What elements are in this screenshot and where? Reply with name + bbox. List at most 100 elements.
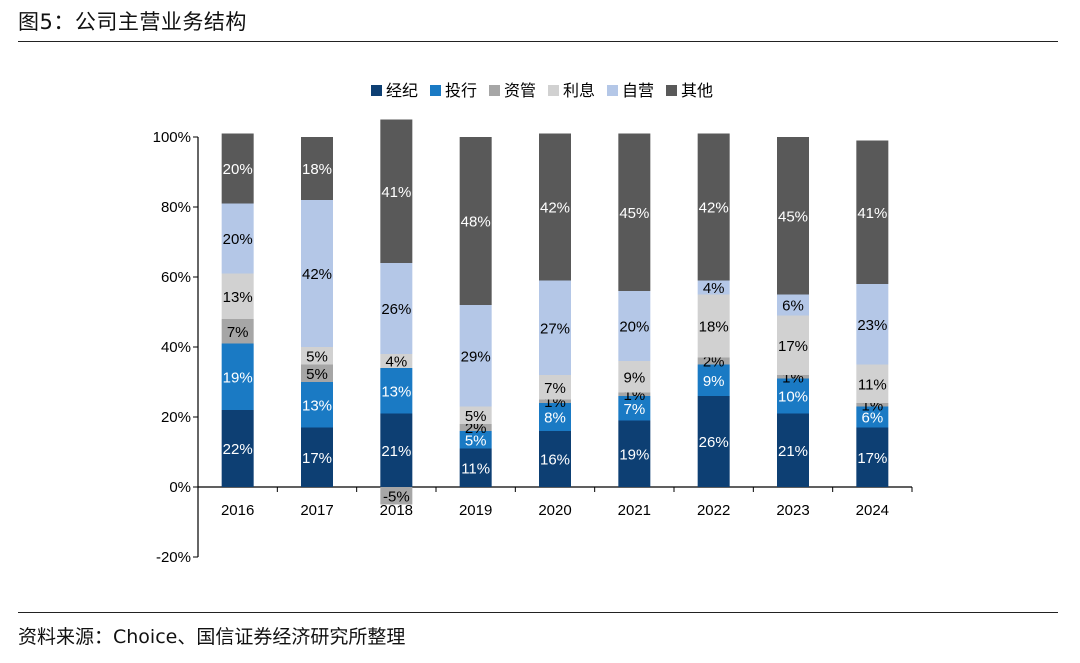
bar-segment [380, 487, 413, 505]
data-label: -5% [383, 488, 410, 505]
bar-segment [301, 364, 333, 382]
data-label: 9% [623, 369, 645, 386]
bar-segment [618, 392, 651, 396]
bar-segment [856, 364, 889, 403]
legend-label: 自营 [622, 82, 654, 100]
data-label: 48% [461, 214, 491, 231]
bar-segment [459, 431, 492, 449]
data-label: 42% [699, 200, 729, 217]
x-tick-label: 2021 [618, 502, 651, 519]
y-tick-label: -20% [156, 549, 191, 566]
bar-segment [380, 354, 413, 368]
data-label: 9% [703, 373, 725, 390]
bar-segment [618, 420, 651, 487]
bar-segment [856, 427, 889, 487]
bar-segment [697, 294, 730, 358]
y-tick-label: 100% [153, 129, 191, 146]
bar-segment [856, 140, 889, 284]
data-label: 7% [227, 324, 249, 341]
legend-label: 利息 [563, 82, 595, 100]
data-label: 7% [623, 401, 645, 418]
data-label: 42% [302, 266, 332, 283]
data-label: 27% [540, 320, 570, 337]
data-label: 18% [699, 319, 729, 336]
data-label: 5% [465, 408, 487, 425]
top-rule [18, 41, 1058, 42]
legend-swatch [489, 85, 500, 96]
y-tick-label: 60% [161, 269, 191, 286]
legend-label: 其他 [681, 82, 713, 100]
data-label: 17% [778, 338, 808, 355]
bar-segment [618, 133, 651, 291]
data-label: 11% [461, 460, 490, 477]
data-label: 16% [540, 452, 570, 469]
bar-segment [221, 343, 254, 410]
data-label: 23% [857, 317, 887, 334]
y-tick-label: 40% [161, 339, 191, 356]
bar-segment [380, 263, 413, 354]
bar-segment [459, 424, 492, 431]
x-tick-label: 2020 [538, 502, 571, 519]
data-label: 7% [544, 380, 566, 397]
data-label: 13% [302, 397, 332, 414]
bar-segment [777, 413, 809, 487]
data-label: 26% [699, 434, 729, 451]
bar-segment [539, 403, 571, 431]
data-label: 6% [782, 298, 804, 315]
x-tick-label: 2018 [380, 502, 413, 519]
bar-segment [777, 375, 809, 379]
bar-segment [221, 319, 254, 344]
data-label: 21% [381, 443, 411, 460]
bar-segment [539, 280, 571, 375]
bar-segment [618, 361, 651, 393]
data-label: 5% [465, 432, 487, 449]
data-label: 17% [857, 450, 887, 467]
y-tick-label: 0% [169, 479, 191, 496]
data-label: 41% [381, 184, 411, 201]
data-label: 13% [223, 289, 253, 306]
data-label: 22% [223, 441, 253, 458]
y-tick-label: 80% [161, 199, 191, 216]
figure-title: 图5：公司主营业务结构 [18, 10, 247, 34]
data-label: 2% [703, 354, 725, 371]
legend-swatch [666, 85, 677, 96]
bar-segment [221, 203, 254, 274]
data-label: 17% [302, 450, 332, 467]
data-label: 20% [619, 319, 649, 336]
x-tick-label: 2022 [697, 502, 730, 519]
bar-segment [221, 410, 254, 487]
bar-segment [539, 431, 571, 487]
data-label: 13% [381, 383, 411, 400]
bar-segment [301, 427, 333, 487]
bar-segment [539, 133, 571, 281]
bar-segment [459, 448, 492, 487]
data-label: 11% [858, 376, 887, 393]
bar-segment [301, 200, 333, 347]
data-label: 45% [778, 208, 808, 225]
data-label: 4% [385, 354, 407, 371]
x-tick-label: 2019 [459, 502, 492, 519]
x-tick-label: 2024 [856, 502, 889, 519]
bar-segment [697, 396, 730, 487]
legend-swatch [607, 85, 618, 96]
bar-segment [697, 133, 730, 281]
x-tick-label: 2023 [776, 502, 809, 519]
legend-label: 经纪 [386, 82, 418, 100]
bar-segment [221, 273, 254, 319]
source-note: 资料来源：Choice、国信证券经济研究所整理 [18, 626, 406, 648]
data-label: 4% [703, 280, 725, 297]
bar-segment [856, 406, 889, 428]
bar-segment [539, 399, 571, 403]
data-label: 18% [302, 161, 332, 178]
bar-segment [459, 137, 492, 305]
y-tick-label: 20% [161, 409, 191, 426]
bar-segment [697, 280, 730, 295]
data-label: 45% [619, 205, 649, 222]
data-label: 2% [465, 420, 487, 437]
bar-segment [777, 378, 809, 414]
bar-segment [777, 137, 809, 295]
data-label: 8% [544, 410, 566, 427]
bar-segment [777, 294, 809, 316]
bottom-rule [18, 612, 1058, 613]
bar-segment [618, 291, 651, 361]
